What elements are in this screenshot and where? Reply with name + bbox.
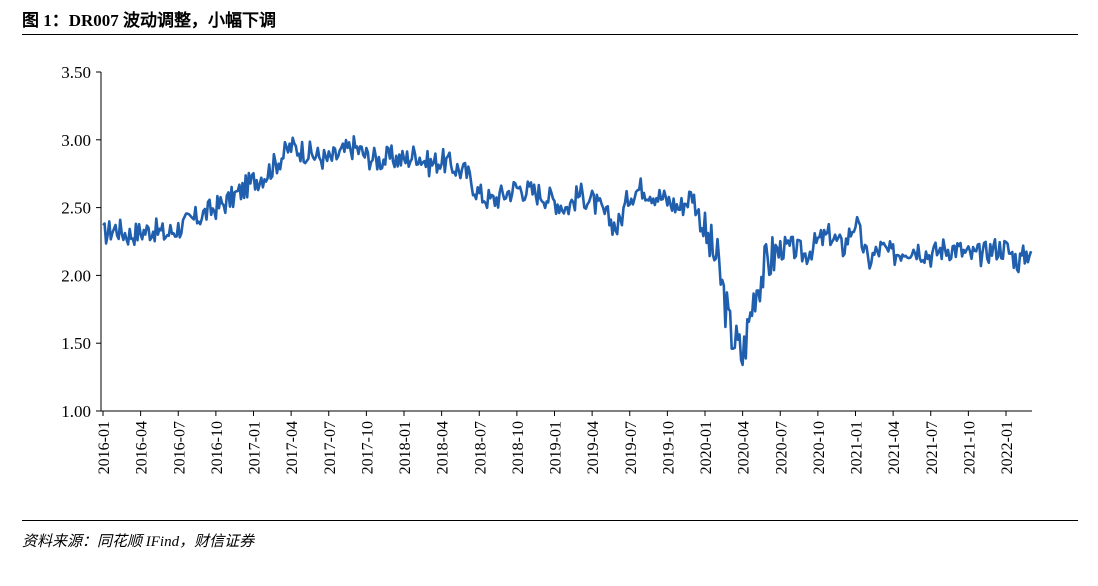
series-group — [102, 135, 1033, 367]
x-tick-label: 2019-01 — [548, 421, 565, 474]
x-tick-label: 2021-01 — [849, 421, 866, 474]
x-tick-label: 2021-04 — [886, 421, 903, 474]
x-tick-label: 2018-01 — [397, 421, 414, 474]
y-axis: 1.00 1.50 2.00 2.50 3.00 3.50 — [61, 63, 102, 421]
x-tick-label: 2018-10 — [510, 421, 527, 474]
y-tick-label: 1.50 — [61, 334, 91, 353]
x-tick-label: 2018-04 — [435, 421, 452, 474]
x-tick-label: 2017-07 — [322, 421, 339, 474]
y-tick-label: 1.00 — [61, 402, 91, 421]
top-rule — [22, 34, 1078, 35]
bottom-rule — [22, 520, 1078, 521]
x-axis: 2016-01 2016-04 2016-07 2016-10 2017-01 2017-… — [96, 410, 1032, 474]
x-tick-label: 2020-01 — [698, 421, 715, 474]
x-tick-label: 2016-01 — [96, 421, 113, 474]
x-tick-label: 2017-01 — [247, 421, 264, 474]
x-tick-label: 2019-10 — [660, 421, 677, 474]
y-tick-label: 3.50 — [61, 63, 91, 82]
y-tick-label: 2.50 — [61, 199, 91, 218]
x-tick-label: 2016-10 — [209, 421, 226, 474]
x-tick-label: 2022-01 — [999, 421, 1016, 474]
y-tick-label: 3.00 — [61, 131, 91, 150]
x-tick-label: 2020-07 — [773, 421, 790, 474]
figure-title: 图 1：DR007 波动调整，小幅下调 — [22, 11, 277, 30]
x-tick-label: 2017-04 — [284, 421, 301, 474]
x-tick-label: 2020-10 — [811, 421, 828, 474]
line-chart: 1.001.502.002.503.003.50 2016-01 2016-04 2… — [61, 63, 1033, 474]
x-tick-label: 2016-04 — [134, 421, 151, 474]
x-tick-label: 2016-07 — [171, 421, 188, 474]
x-tick-label: 2018-07 — [472, 421, 489, 474]
x-tick-label: 2017-10 — [359, 421, 376, 474]
x-tick-label: 2020-04 — [736, 421, 753, 474]
x-tick-label: 2021-10 — [961, 421, 978, 474]
series-line-0 — [102, 135, 1033, 367]
x-tick-label: 2021-07 — [924, 421, 941, 474]
source-note: 资料来源：同花顺 IFind，财信证券 — [22, 534, 255, 550]
x-tick-label: 2019-07 — [623, 421, 640, 474]
y-tick-label: 2.00 — [61, 266, 91, 285]
x-tick-label: 2019-04 — [585, 421, 602, 474]
